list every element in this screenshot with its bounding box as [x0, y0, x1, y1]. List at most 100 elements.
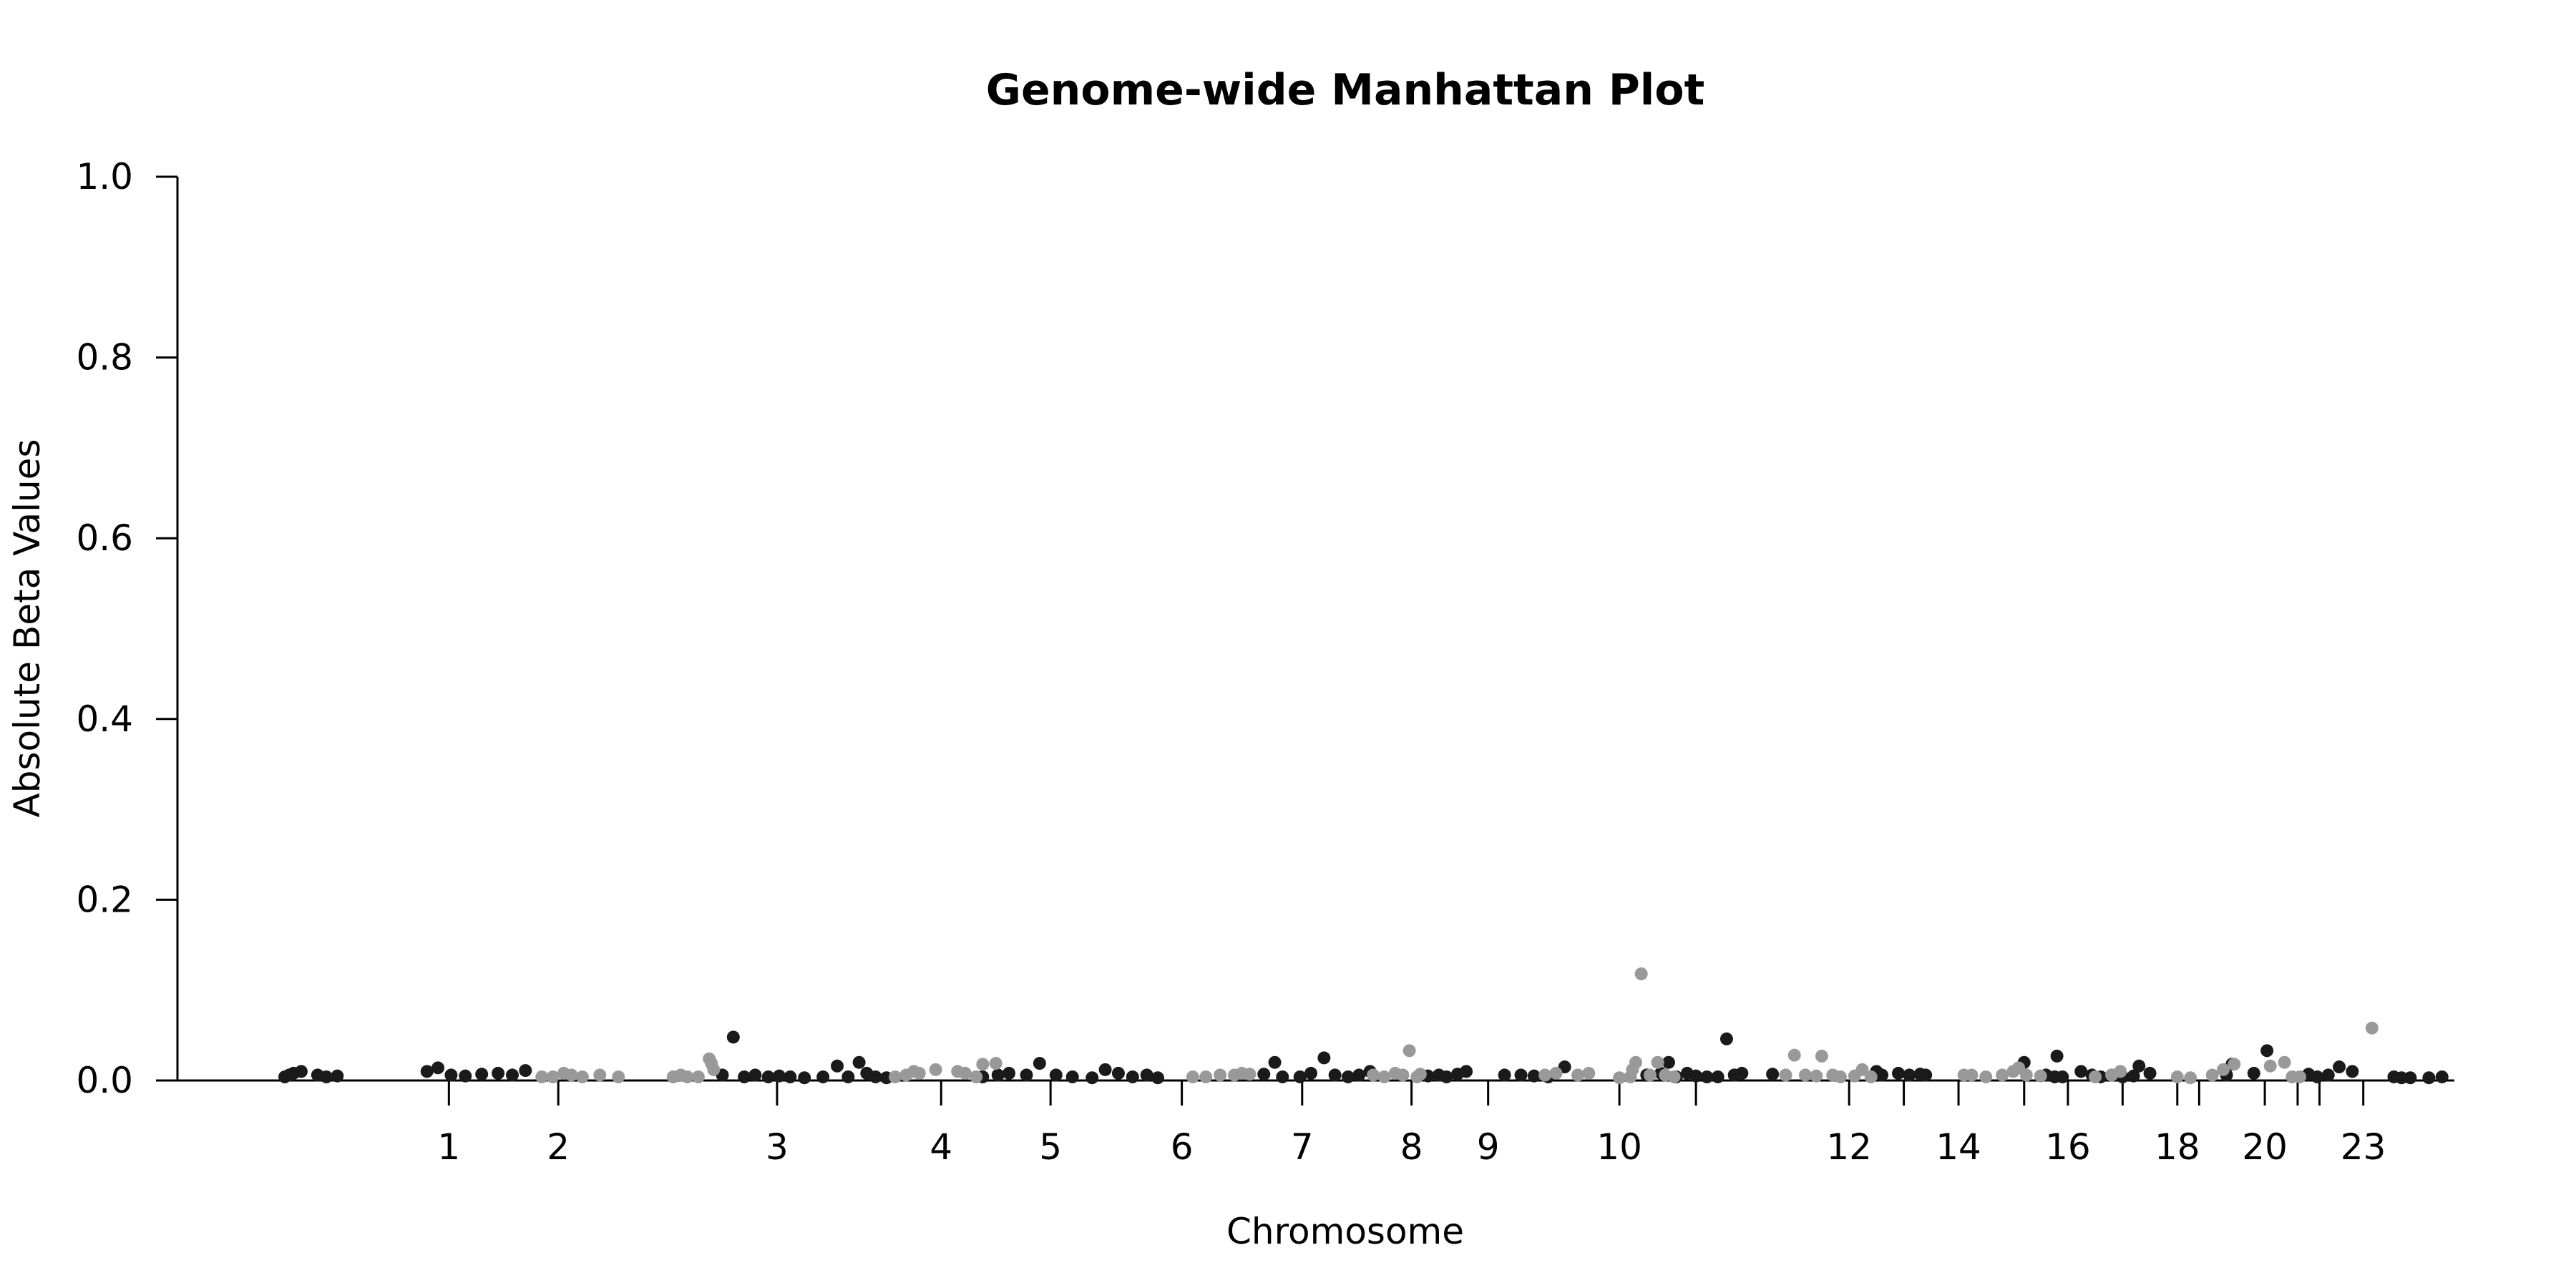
data-point	[2050, 1049, 2064, 1063]
x-tick-label: 10	[1596, 1126, 1642, 1168]
data-point	[2365, 1021, 2379, 1035]
data-point	[1787, 1048, 1801, 1062]
data-point	[2132, 1059, 2146, 1073]
data-point	[738, 1070, 751, 1083]
data-point	[1352, 1068, 1366, 1082]
data-point	[958, 1066, 972, 1080]
data-point	[1634, 967, 1648, 980]
data-point	[1766, 1068, 1780, 1081]
data-point	[707, 1063, 721, 1076]
data-point	[816, 1070, 830, 1083]
x-tick-label: 14	[1936, 1126, 1981, 1168]
data-point	[2311, 1070, 2324, 1083]
y-tick-label: 0.8	[76, 337, 133, 379]
data-point	[1815, 1049, 1828, 1063]
data-point	[2346, 1065, 2359, 1078]
data-point	[784, 1070, 797, 1083]
y-tick-label: 0.4	[76, 698, 133, 740]
x-tick-label: 8	[1400, 1126, 1423, 1168]
data-point	[989, 1057, 1002, 1070]
data-point	[1571, 1068, 1585, 1082]
data-point	[2089, 1070, 2102, 1083]
data-point	[1549, 1066, 1563, 1080]
data-point	[2260, 1044, 2274, 1058]
data-point	[1667, 1070, 1681, 1083]
y-axis: 0.0 0.2 0.4 0.6 0.8 1.0	[76, 156, 179, 1101]
x-tick-label: 2	[547, 1126, 570, 1168]
data-point	[1151, 1071, 1164, 1085]
data-point	[2278, 1055, 2291, 1069]
data-point	[2184, 1071, 2197, 1085]
y-tick-label: 0.6	[76, 517, 133, 559]
data-point	[1440, 1070, 1453, 1083]
data-point	[575, 1070, 589, 1083]
data-point	[1341, 1070, 1355, 1083]
data-point	[1498, 1068, 1511, 1082]
x-tick-label: 9	[1477, 1126, 1500, 1168]
data-point	[1293, 1070, 1307, 1083]
data-point	[1662, 1055, 1675, 1069]
data-point	[1965, 1068, 1979, 1082]
data-point	[1735, 1066, 1749, 1080]
y-tick-label: 0.0	[76, 1060, 133, 1101]
data-point	[2333, 1060, 2346, 1074]
data-point	[1243, 1068, 1257, 1081]
data-point	[1098, 1063, 1112, 1076]
data-point	[691, 1070, 705, 1083]
y-tick-label: 1.0	[76, 156, 133, 197]
data-point	[1613, 1071, 1626, 1085]
data-point	[680, 1070, 694, 1083]
data-point	[1317, 1051, 1331, 1065]
data-point	[2422, 1071, 2436, 1085]
data-point	[2114, 1065, 2127, 1078]
data-point	[2056, 1070, 2069, 1083]
data-point	[1855, 1063, 1869, 1076]
data-point	[331, 1069, 344, 1083]
data-point	[546, 1070, 560, 1083]
data-point	[475, 1068, 489, 1081]
data-point	[1700, 1070, 1714, 1083]
data-point	[841, 1070, 855, 1083]
data-point	[1186, 1070, 1199, 1083]
data-point	[431, 1061, 445, 1075]
y-axis-label: Absolute Beta Values	[6, 439, 48, 818]
data-point	[1643, 1068, 1657, 1082]
data-point	[1085, 1071, 1099, 1085]
data-points	[278, 967, 2449, 1085]
data-point	[912, 1066, 926, 1080]
data-point	[1799, 1068, 1813, 1082]
x-tick-label: 16	[2045, 1126, 2091, 1168]
data-point	[1126, 1070, 1139, 1083]
data-point	[2143, 1066, 2157, 1080]
data-point	[1719, 1032, 1733, 1045]
data-point	[459, 1069, 472, 1083]
x-tick-label: 23	[2341, 1126, 2386, 1168]
data-point	[565, 1068, 578, 1082]
data-point	[1020, 1068, 1033, 1082]
data-point	[593, 1068, 607, 1082]
data-point	[2321, 1068, 2335, 1082]
data-point	[2435, 1070, 2449, 1083]
data-point	[320, 1070, 333, 1083]
data-point	[2217, 1063, 2230, 1076]
data-point	[726, 1030, 740, 1044]
data-point	[294, 1065, 308, 1078]
data-point	[1629, 1055, 1643, 1069]
data-point	[1065, 1070, 1079, 1083]
data-point	[1689, 1069, 1703, 1083]
data-point	[1875, 1068, 1889, 1082]
chart-title: Genome-wide Manhattan Plot	[986, 65, 1705, 115]
data-point	[1402, 1044, 1416, 1058]
data-point	[1979, 1070, 1993, 1083]
data-point	[2293, 1070, 2307, 1083]
data-point	[1413, 1068, 1427, 1081]
data-point	[2404, 1071, 2417, 1085]
data-point	[1033, 1057, 1046, 1070]
x-axis-label: Chromosome	[1226, 1211, 1464, 1252]
data-point	[1304, 1066, 1318, 1080]
data-point	[991, 1068, 1005, 1082]
data-point	[970, 1070, 983, 1083]
x-tick-label: 1	[437, 1126, 460, 1168]
data-point	[519, 1064, 532, 1078]
